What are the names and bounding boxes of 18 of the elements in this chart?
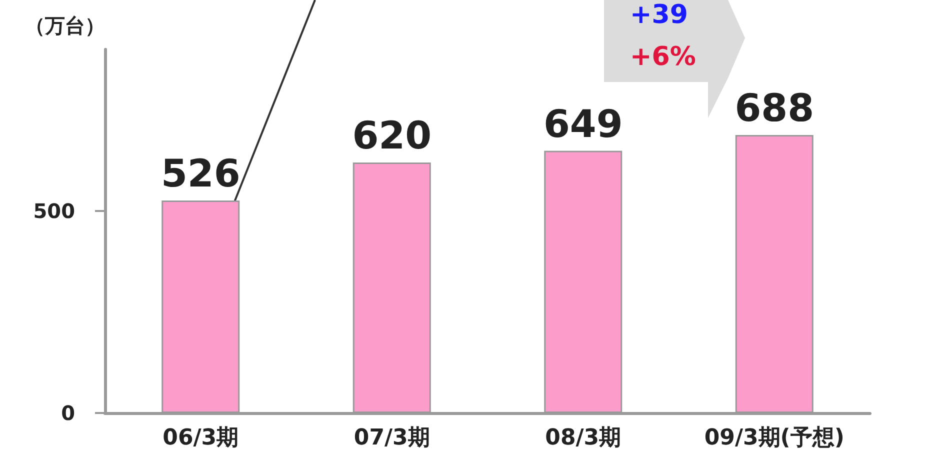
bar xyxy=(352,162,431,413)
y-axis-title: （万台） xyxy=(25,13,105,38)
data-label: 688 xyxy=(734,86,814,130)
x-tick-label: 07/3期 xyxy=(354,426,430,450)
x-tick-label: 09/3期(予想) xyxy=(704,426,844,450)
data-label: 526 xyxy=(160,151,240,196)
x-tick-label: 08/3期 xyxy=(545,426,622,450)
data-label: 620 xyxy=(352,114,432,158)
text: +39 xyxy=(630,0,688,30)
bar xyxy=(735,135,814,413)
callout-pointer: +39 +6% （万台） 0 500 06/3期 07/3期 08/3期 09/3期(予想) 526 620 649 688 xyxy=(25,0,872,450)
annotation: +6% xyxy=(630,42,696,72)
y-tick-label: 0 xyxy=(61,401,75,425)
bar xyxy=(162,200,240,413)
data-label: 649 xyxy=(543,102,623,146)
x-tick-label: 06/3期 xyxy=(162,426,239,450)
y-tick-label: 500 xyxy=(33,199,75,223)
bar xyxy=(544,150,622,413)
